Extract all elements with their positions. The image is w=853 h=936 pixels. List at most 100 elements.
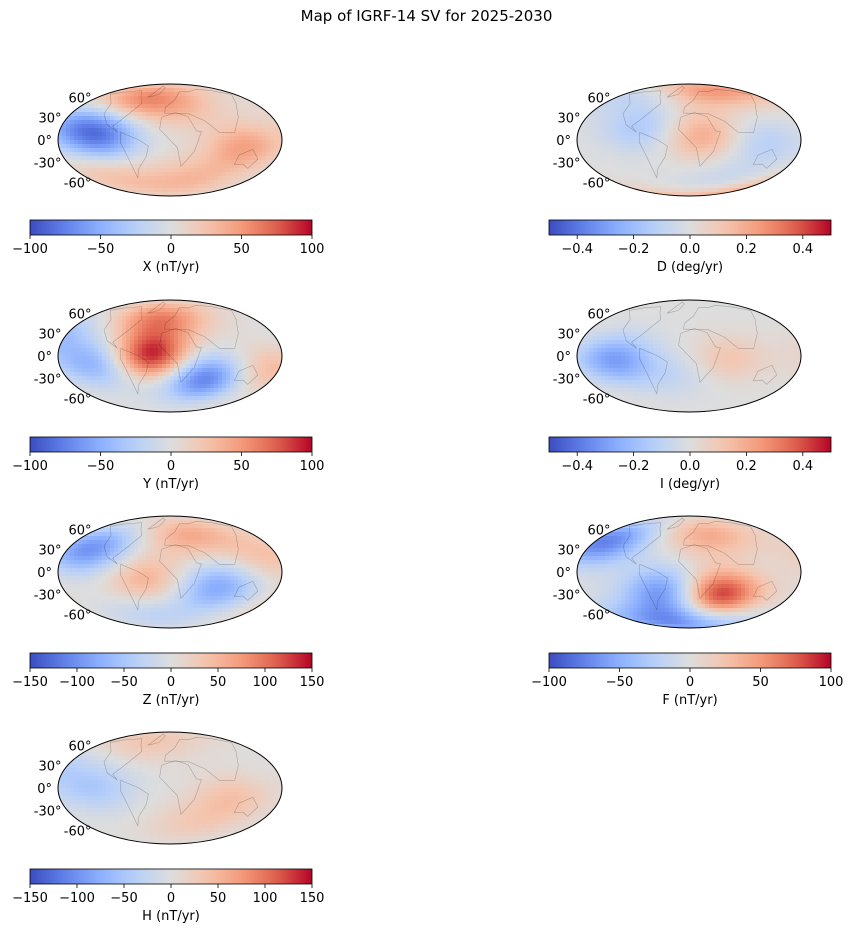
lat-tick-label: 60°	[68, 523, 91, 538]
lat-tick-label: 30°	[38, 543, 61, 558]
colorbar-tick-label: 100	[300, 459, 325, 474]
lat-tick-label: 60°	[587, 523, 610, 538]
colorbar-tick-label: 0.2	[736, 242, 757, 257]
map-boundary	[57, 299, 283, 413]
map-field	[58, 732, 282, 844]
colorbar	[548, 652, 832, 669]
map-boundary	[57, 83, 283, 197]
colorbar-label: H (nT/yr)	[142, 909, 200, 924]
map-boundary	[576, 83, 802, 197]
lat-tick-label: 30°	[557, 111, 580, 126]
lat-tick-label: -60°	[583, 609, 611, 624]
lat-tick-label: -60°	[64, 609, 92, 624]
map-field	[577, 300, 801, 412]
lat-tick-label: -60°	[64, 825, 92, 840]
colorbar-label: Z (nT/yr)	[143, 693, 200, 708]
map-panel-4: 60° 30° 0° -30°-60° −0.4 −0.2 0.0 0.2 0.4 I (deg/…	[548, 299, 832, 492]
colorbar-tick-label: 50	[210, 891, 227, 906]
lat-tick-label: 60°	[587, 307, 610, 322]
lat-tick-label: -30°	[553, 157, 581, 172]
map-boundary	[576, 515, 802, 629]
map-panel-2: 60° 30° 0° -30°-60° −0.4 −0.2 0.0 0.2 0.4 D (deg/…	[548, 83, 832, 275]
colorbar-tick-label: −150	[12, 891, 48, 906]
colorbar-tick-label: 50	[233, 242, 250, 257]
colorbar	[29, 868, 313, 885]
colorbar-tick-label: 100	[253, 891, 278, 906]
lat-tick-label: -60°	[583, 393, 611, 408]
lat-tick-label: 60°	[68, 307, 91, 322]
lat-tick-label: 30°	[38, 111, 61, 126]
lat-tick-label: 0°	[37, 350, 52, 365]
lat-tick-label: -30°	[553, 373, 581, 388]
coastlines	[622, 517, 778, 611]
map-field	[58, 84, 282, 196]
coastlines	[622, 85, 778, 179]
lat-tick-label: 30°	[557, 327, 580, 342]
map-panel-1: 60° 30° 0° -30°-60° −100 −50 0 50 100 X (nT/yr)	[12, 83, 325, 275]
colorbar-tick-label: −0.4	[561, 242, 593, 257]
lat-tick-label: -60°	[64, 177, 92, 192]
coastlines	[103, 733, 259, 827]
lat-tick-label: 60°	[68, 91, 91, 106]
colorbar-tick-label: −150	[12, 675, 48, 690]
colorbar-tick-label: 50	[752, 675, 769, 690]
colorbar-tick-label: 0.4	[792, 459, 813, 474]
lat-tick-label: -60°	[64, 393, 92, 408]
colorbar-tick-label: −50	[110, 675, 137, 690]
figure-title: Map of IGRF-14 SV for 2025-2030	[300, 7, 553, 25]
map-panel-7: 60° 30° 0° -30°-60° −150 −100 −50 0 50 100 150 H (n…	[12, 731, 325, 924]
map-field	[58, 300, 282, 412]
colorbar-tick-label: −0.4	[561, 459, 593, 474]
colorbar-tick-label: 0	[686, 675, 694, 690]
colorbar-tick-label: −0.2	[618, 242, 650, 257]
colorbar-tick-label: −50	[606, 675, 633, 690]
lat-tick-label: 0°	[556, 350, 571, 365]
coastlines	[103, 517, 259, 611]
colorbar-tick-label: −50	[87, 242, 114, 257]
colorbar-tick-label: −100	[59, 891, 95, 906]
coastlines	[622, 301, 778, 395]
colorbar-tick-label: 0.0	[680, 242, 701, 257]
lat-tick-label: 0°	[37, 782, 52, 797]
colorbar-tick-label: 0.0	[680, 459, 701, 474]
lat-tick-label: -30°	[34, 373, 62, 388]
map-boundary	[576, 299, 802, 413]
map-field	[577, 84, 801, 196]
colorbar-tick-label: 50	[233, 459, 250, 474]
colorbar-tick-label: −50	[87, 459, 114, 474]
map-boundary	[57, 515, 283, 629]
colorbar-tick-label: 150	[300, 891, 325, 906]
colorbar-label: X (nT/yr)	[143, 260, 200, 275]
colorbar-tick-label: 100	[253, 675, 278, 690]
lat-tick-label: -60°	[583, 177, 611, 192]
colorbar-tick-label: 0	[167, 242, 175, 257]
colorbar-label: F (nT/yr)	[662, 693, 717, 708]
lat-tick-label: 0°	[556, 134, 571, 149]
colorbar-label: D (deg/yr)	[657, 260, 723, 275]
map-panel-3: 60° 30° 0° -30°-60° −100 −50 0 50 100 Y (nT/yr)	[12, 299, 325, 492]
lat-tick-label: 60°	[68, 739, 91, 754]
colorbar	[548, 219, 832, 236]
colorbar-tick-label: 50	[210, 675, 227, 690]
coastlines	[103, 85, 259, 179]
lat-tick-label: 30°	[557, 543, 580, 558]
lat-tick-label: -30°	[34, 157, 62, 172]
lat-tick-label: 0°	[37, 566, 52, 581]
colorbar-tick-label: −100	[59, 675, 95, 690]
colorbar-tick-label: 100	[300, 242, 325, 257]
colorbar-label: Y (nT/yr)	[142, 477, 199, 492]
colorbar-tick-label: −50	[110, 891, 137, 906]
lat-tick-label: -30°	[553, 589, 581, 604]
map-boundary	[57, 731, 283, 845]
colorbar-label: I (deg/yr)	[660, 477, 720, 492]
lat-tick-label: 0°	[37, 134, 52, 149]
colorbar-tick-label: 0	[167, 675, 175, 690]
map-panel-5: 60° 30° 0° -30°-60° −150 −100 −50 0 50 100 150 Z (n…	[12, 515, 324, 708]
colorbar	[29, 219, 313, 236]
map-panel-6: 60° 30° 0° -30°-60° −100 −50 0 50 100 F (nT/yr)	[531, 515, 843, 708]
colorbar	[29, 436, 313, 453]
lat-tick-label: 0°	[556, 566, 571, 581]
coastlines	[103, 301, 259, 395]
colorbar	[548, 436, 832, 453]
